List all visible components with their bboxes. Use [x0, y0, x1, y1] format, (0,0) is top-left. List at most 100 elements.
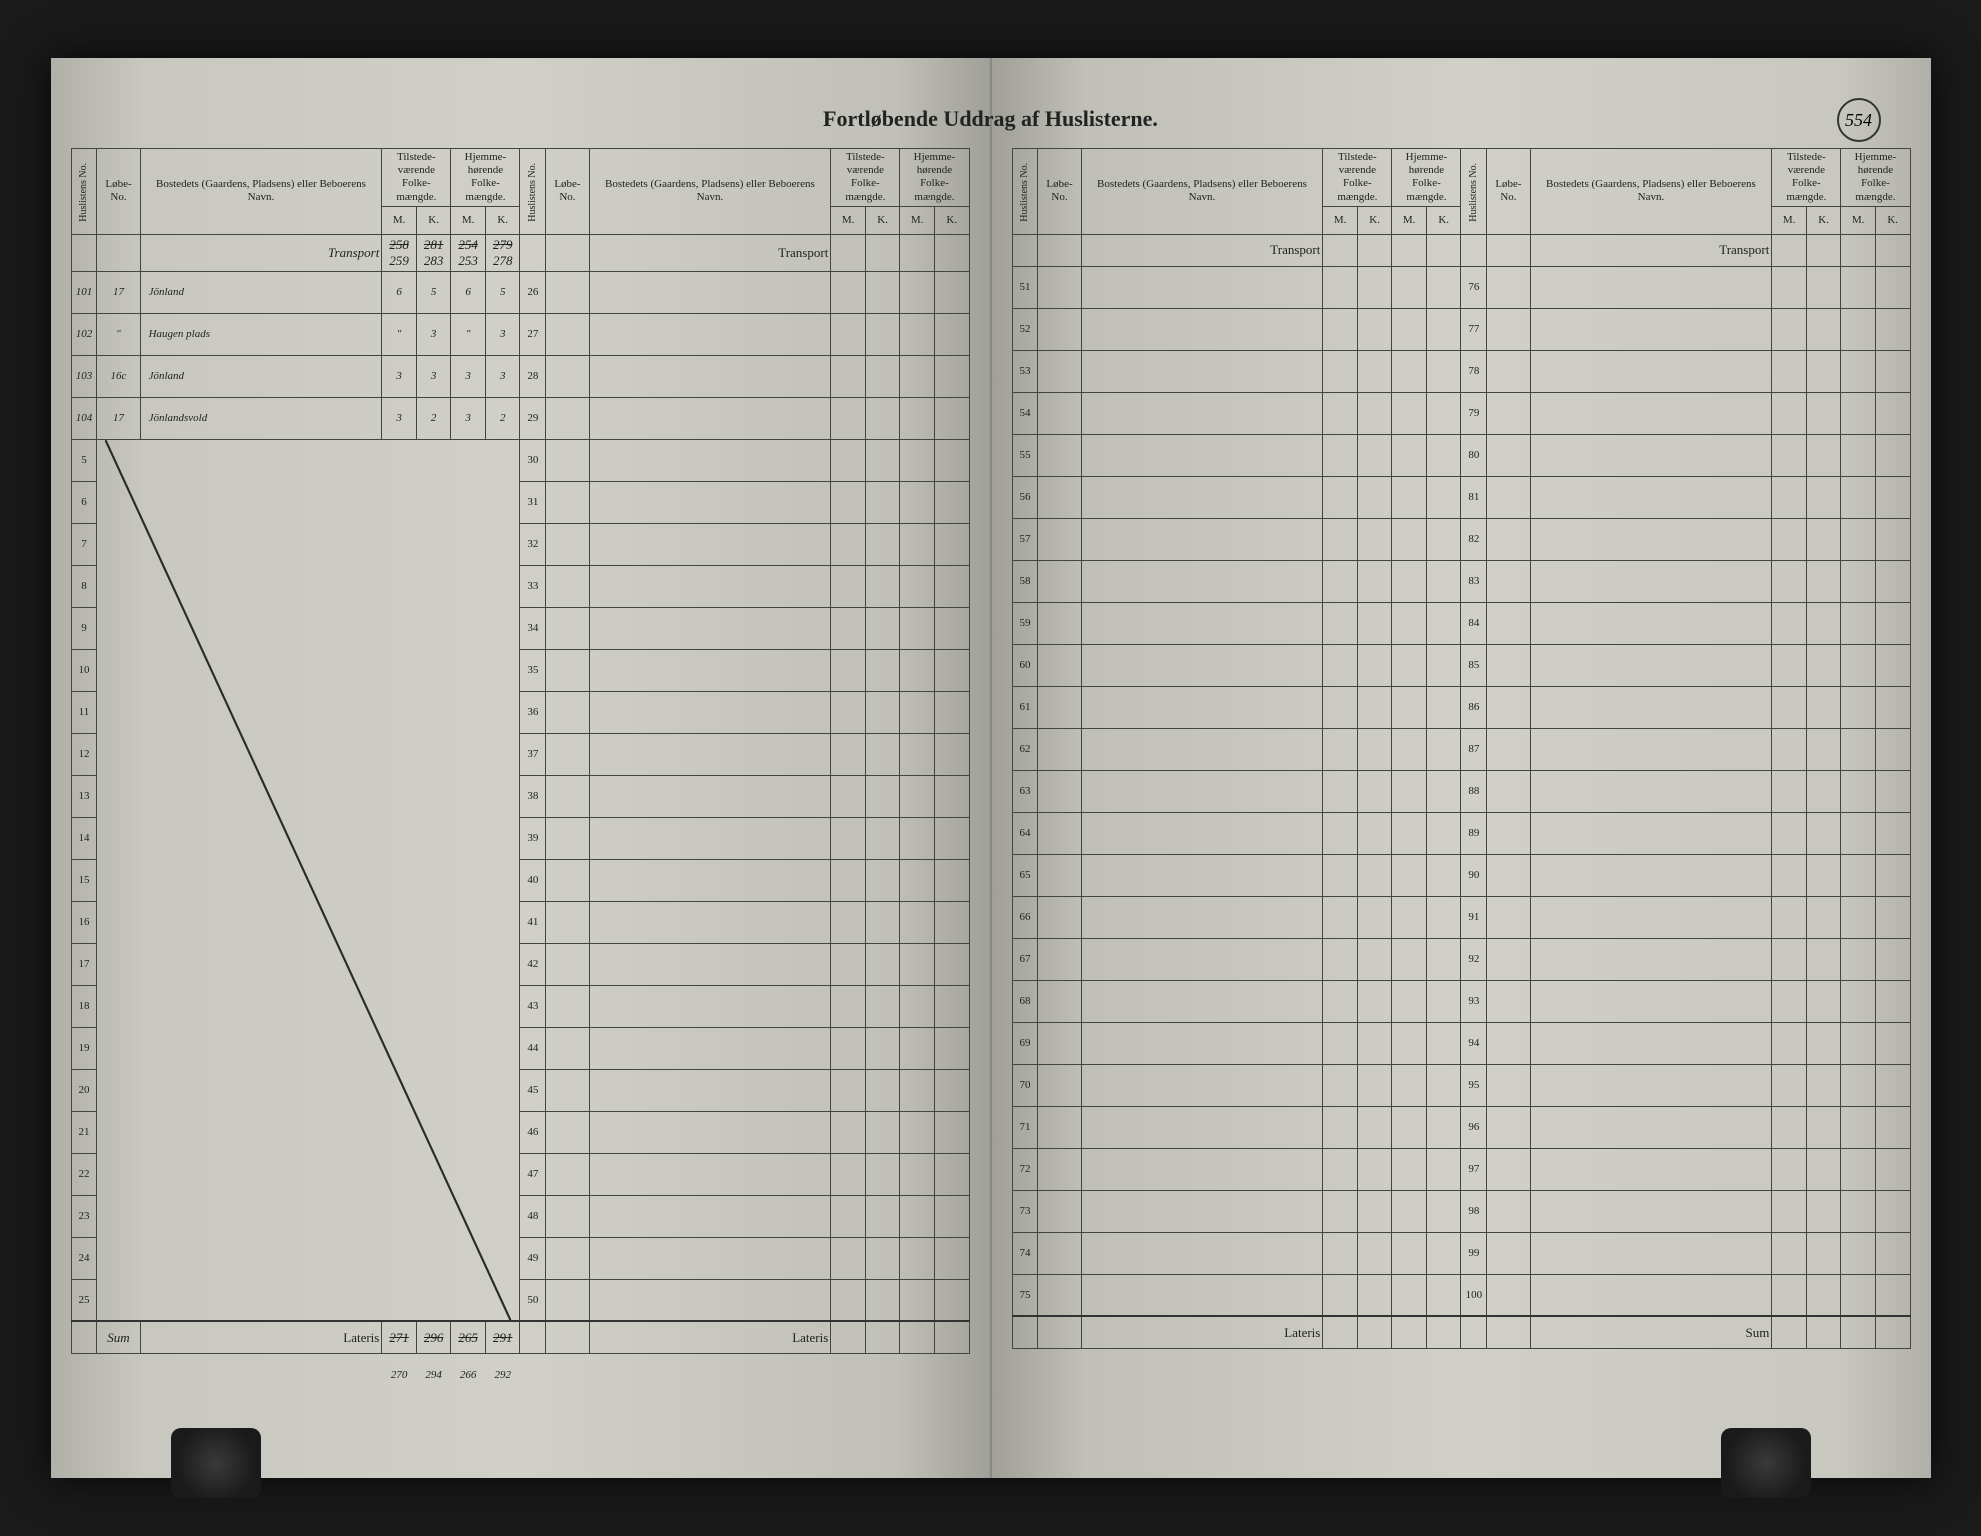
col-huslistens: Huslistens No.	[71, 149, 97, 235]
row-number: 12	[71, 733, 97, 775]
table-row: 5681	[1012, 476, 1910, 518]
row-number: 92	[1461, 938, 1487, 980]
row-number: 38	[520, 775, 546, 817]
table-row: 67 92	[1012, 938, 1910, 980]
row-number: 49	[520, 1237, 546, 1279]
cell-tm: 3	[382, 355, 417, 397]
page-number: 554	[1837, 98, 1881, 142]
row-number: 77	[1461, 308, 1487, 350]
col-bosted: Bostedets (Gaardens, Pladsens) eller Beb…	[1081, 149, 1323, 235]
row-number: 51	[1012, 266, 1038, 308]
row-number: 37	[520, 733, 546, 775]
col-lobe: Løbe- No.	[97, 149, 140, 235]
row-number: 90	[1461, 854, 1487, 896]
left-table-body: Transport258259281283254253279278Transpo…	[71, 234, 969, 1395]
col-hjemme: Hjemme- hørende Folke- mængde.	[1841, 149, 1910, 207]
row-number: 75	[1012, 1274, 1038, 1316]
row-number: 54	[1012, 392, 1038, 434]
cell-hus: 101	[71, 271, 97, 313]
row-number: 44	[520, 1027, 546, 1069]
transport-val: 258259	[382, 234, 417, 271]
col-k: K.	[865, 206, 900, 234]
table-header: Huslistens No. Løbe- No. Bostedets (Gaar…	[1012, 149, 1910, 235]
row-number: 79	[1461, 392, 1487, 434]
row-number: 89	[1461, 812, 1487, 854]
row-number: 56	[1012, 476, 1038, 518]
row-number: 25	[71, 1279, 97, 1321]
row-number: 36	[520, 691, 546, 733]
row-number: 29	[520, 397, 546, 439]
transport-label: Transport	[1081, 234, 1323, 266]
row-number: 17	[71, 943, 97, 985]
row-number: 48	[520, 1195, 546, 1237]
cell-hm: 3	[451, 397, 486, 439]
cell-bosted: Jönlandsvold	[140, 397, 382, 439]
row-number: 83	[1461, 560, 1487, 602]
row-number: 35	[520, 649, 546, 691]
col-tilstede: Tilstede- værende Folke- mængde.	[382, 149, 451, 207]
table-row: 6085	[1012, 644, 1910, 686]
col-k: K.	[1357, 206, 1392, 234]
book-holder-right	[1721, 1428, 1811, 1498]
lateris-val: 271	[382, 1321, 417, 1353]
row-number: 19	[71, 1027, 97, 1069]
table-row: 5176	[1012, 266, 1910, 308]
row-number: 98	[1461, 1190, 1487, 1232]
lateris-val: 296	[416, 1321, 451, 1353]
cell-tk: 3	[416, 355, 451, 397]
row-number: 63	[1012, 770, 1038, 812]
transport-label: Transport	[589, 234, 831, 271]
book-title: Fortløbende Uddrag af Huslisterne.	[823, 106, 1158, 132]
table-row: 7499	[1012, 1232, 1910, 1274]
row-number: 66	[1012, 896, 1038, 938]
row-number: 21	[71, 1111, 97, 1153]
right-page: 554 Huslistens No. Løbe- No. Bostedets (…	[992, 58, 1931, 1478]
col-m: M.	[1841, 206, 1876, 234]
col-lobe: Løbe- No.	[1487, 149, 1530, 235]
row-number: 67	[1012, 938, 1038, 980]
row-number: 61	[1012, 686, 1038, 728]
table-row: 7095	[1012, 1064, 1910, 1106]
row-number: 16	[71, 901, 97, 943]
row-number: 13	[71, 775, 97, 817]
row-number: 97	[1461, 1148, 1487, 1190]
transport-val: 279278	[485, 234, 520, 271]
table-row: 7398	[1012, 1190, 1910, 1232]
book-holder-left	[171, 1428, 261, 1498]
row-number: 58	[1012, 560, 1038, 602]
table-row: 5378	[1012, 350, 1910, 392]
row-number: 14	[71, 817, 97, 859]
table-row: 58 83	[1012, 560, 1910, 602]
row-number: 52	[1012, 308, 1038, 350]
row-number: 46	[520, 1111, 546, 1153]
row-number: 53	[1012, 350, 1038, 392]
row-number: 72	[1012, 1148, 1038, 1190]
row-number: 33	[520, 565, 546, 607]
col-huslistens: Huslistens No.	[1012, 149, 1038, 235]
row-number: 26	[520, 271, 546, 313]
cell-tk: 5	[416, 271, 451, 313]
col-bosted: Bostedets (Gaardens, Pladsens) eller Beb…	[589, 149, 831, 235]
row-number: 70	[1012, 1064, 1038, 1106]
row-number: 93	[1461, 980, 1487, 1022]
cell-hk: 5	[485, 271, 520, 313]
cell-bosted: Jönland	[140, 355, 382, 397]
row-number: 31	[520, 481, 546, 523]
row-number: 34	[520, 607, 546, 649]
col-m: M.	[451, 206, 486, 234]
row-number: 68	[1012, 980, 1038, 1022]
table-row: 57 82	[1012, 518, 1910, 560]
row-number: 60	[1012, 644, 1038, 686]
row-number: 82	[1461, 518, 1487, 560]
table-row: 10316cJönland333328	[71, 355, 969, 397]
col-k: K.	[1875, 206, 1910, 234]
row-number: 30	[520, 439, 546, 481]
row-number: 65	[1012, 854, 1038, 896]
col-huslistens: Huslistens No.	[520, 149, 546, 235]
col-m: M.	[1323, 206, 1358, 234]
col-tilstede: Tilstede- værende Folke- mængde.	[1323, 149, 1392, 207]
col-m: M.	[900, 206, 935, 234]
row-number: 57	[1012, 518, 1038, 560]
left-page: Huslistens No. Løbe- No. Bostedets (Gaar…	[51, 58, 992, 1478]
col-lobe: Løbe- No.	[1038, 149, 1081, 235]
